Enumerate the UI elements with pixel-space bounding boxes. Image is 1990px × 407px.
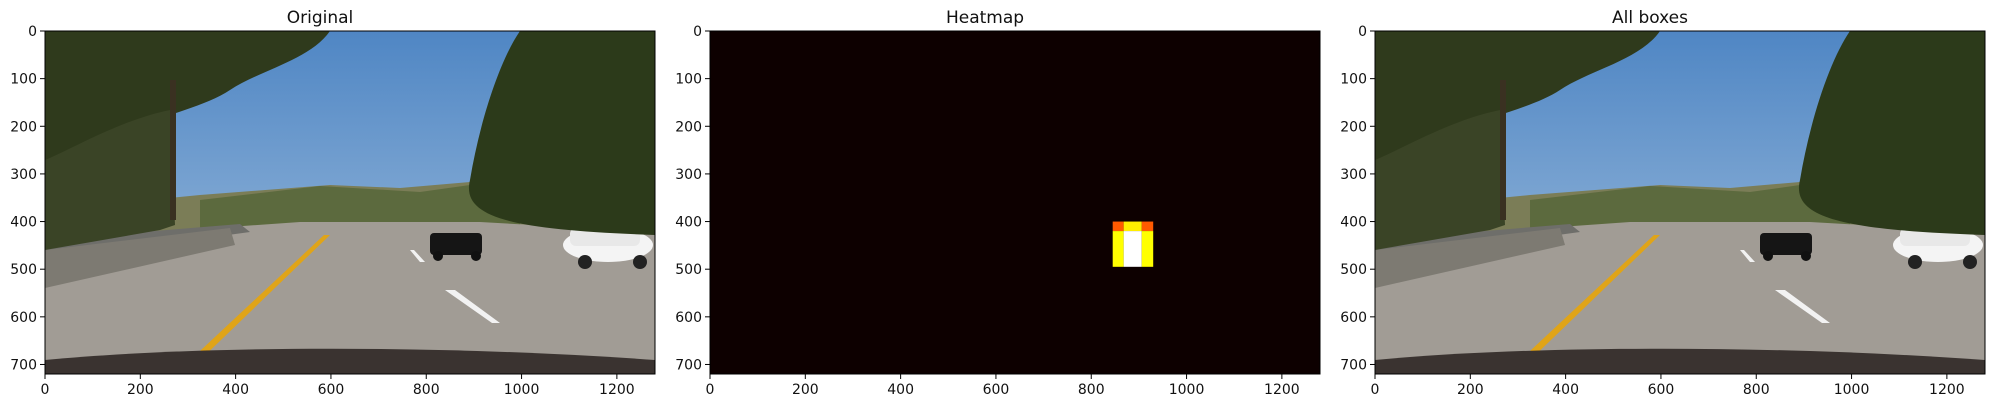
y-tick-label: 0 bbox=[28, 24, 37, 40]
y-tick-label: 600 bbox=[1340, 310, 1367, 326]
axes-frame bbox=[44, 30, 656, 375]
x-tick-label: 600 bbox=[1648, 382, 1675, 398]
x-tick-label: 600 bbox=[983, 382, 1010, 398]
y-tick-label: 700 bbox=[1340, 357, 1367, 373]
y-tick-label: 600 bbox=[10, 310, 37, 326]
y-tick-label: 600 bbox=[675, 310, 702, 326]
heatmap-cells bbox=[1112, 221, 1154, 267]
x-tick-label: 1200 bbox=[1929, 382, 1965, 398]
axes-all-boxes: 0 200 400 600 800 1000 1200 0 100 200 300 400 500 60… bbox=[1340, 24, 1986, 398]
x-tick-label: 800 bbox=[1078, 382, 1105, 398]
y-tick-label: 700 bbox=[675, 357, 702, 373]
black-car bbox=[1760, 233, 1812, 255]
x-tick-label: 800 bbox=[413, 382, 440, 398]
panel-title: Heatmap bbox=[945, 8, 1025, 28]
tree-canopy-left bbox=[45, 31, 330, 185]
heatmap-background bbox=[710, 31, 1320, 374]
y-tick-label: 0 bbox=[693, 24, 702, 40]
y-tick-label: 0 bbox=[1358, 24, 1367, 40]
tree-canopy-right bbox=[1798, 31, 1985, 235]
y-tick-label: 100 bbox=[10, 72, 37, 88]
panel-title: Original bbox=[286, 8, 354, 28]
lane-line-yellow bbox=[1515, 235, 1660, 365]
lane-line-yellow bbox=[185, 235, 330, 365]
x-ticks: 0 200 400 600 800 1000 1200 bbox=[41, 374, 635, 398]
heatmap-cell bbox=[1112, 221, 1124, 232]
panel-heatmap: Heatmap 0 200 400 600 800 1000 1200 0 100 200 300… bbox=[665, 0, 1321, 407]
heatmap-cell bbox=[1112, 231, 1124, 267]
x-tick-label: 1200 bbox=[1264, 382, 1300, 398]
y-tick-label: 500 bbox=[10, 262, 37, 278]
x-tick-label: 200 bbox=[127, 382, 154, 398]
panel-all-boxes: All boxes bbox=[1330, 0, 1986, 407]
x-ticks: 0 200 400 600 800 1000 1200 bbox=[706, 374, 1300, 398]
heatmap-cell bbox=[1123, 221, 1142, 232]
x-tick-label: 0 bbox=[41, 382, 50, 398]
tree-canopy-left bbox=[1375, 31, 1660, 185]
x-tick-label: 0 bbox=[1371, 382, 1380, 398]
y-tick-label: 200 bbox=[10, 119, 37, 135]
black-car bbox=[430, 233, 482, 255]
y-tick-label: 500 bbox=[1340, 262, 1367, 278]
y-tick-label: 300 bbox=[675, 167, 702, 183]
x-tick-label: 1000 bbox=[1169, 382, 1205, 398]
photo-road-scene bbox=[1375, 31, 1985, 374]
heatmap-cell bbox=[1141, 231, 1154, 267]
y-tick-label: 300 bbox=[1340, 167, 1367, 183]
axes-original: 0 200 400 600 800 1000 1200 0 100 200 300 400 500 60… bbox=[10, 24, 656, 398]
road-surface bbox=[1375, 222, 1985, 374]
y-ticks: 0 100 200 300 400 500 600 700 bbox=[675, 24, 710, 373]
y-tick-label: 100 bbox=[675, 72, 702, 88]
y-ticks: 0 100 200 300 400 500 600 700 bbox=[1340, 24, 1375, 373]
x-tick-label: 400 bbox=[887, 382, 914, 398]
x-tick-label: 200 bbox=[792, 382, 819, 398]
x-tick-label: 0 bbox=[706, 382, 715, 398]
panel-original: Original bbox=[0, 0, 656, 407]
y-tick-label: 200 bbox=[675, 119, 702, 135]
y-tick-label: 100 bbox=[1340, 72, 1367, 88]
x-ticks: 0 200 400 600 800 1000 1200 bbox=[1371, 374, 1965, 398]
panel-title: All boxes bbox=[1611, 8, 1688, 28]
heatmap-cell bbox=[1123, 231, 1142, 267]
road-surface bbox=[45, 222, 655, 374]
x-tick-label: 1200 bbox=[599, 382, 635, 398]
y-ticks: 0 100 200 300 400 500 600 700 bbox=[10, 24, 45, 373]
y-tick-label: 200 bbox=[1340, 119, 1367, 135]
tree-canopy-right bbox=[468, 31, 655, 235]
photo-road-scene bbox=[45, 31, 655, 374]
axes-frame bbox=[709, 30, 1321, 375]
x-tick-label: 200 bbox=[1457, 382, 1484, 398]
x-tick-label: 400 bbox=[222, 382, 249, 398]
x-tick-label: 400 bbox=[1552, 382, 1579, 398]
axes-frame bbox=[1374, 30, 1986, 375]
x-tick-label: 800 bbox=[1743, 382, 1770, 398]
x-tick-label: 600 bbox=[318, 382, 345, 398]
axes-heatmap: 0 200 400 600 800 1000 1200 0 100 200 300 400 500 60… bbox=[675, 24, 1321, 398]
y-tick-label: 400 bbox=[10, 215, 37, 231]
y-tick-label: 400 bbox=[1340, 215, 1367, 231]
y-tick-label: 300 bbox=[10, 167, 37, 183]
x-tick-label: 1000 bbox=[504, 382, 540, 398]
x-tick-label: 1000 bbox=[1834, 382, 1870, 398]
y-tick-label: 700 bbox=[10, 357, 37, 373]
y-tick-label: 500 bbox=[675, 262, 702, 278]
y-tick-label: 400 bbox=[675, 215, 702, 231]
heatmap-cell bbox=[1141, 221, 1154, 232]
